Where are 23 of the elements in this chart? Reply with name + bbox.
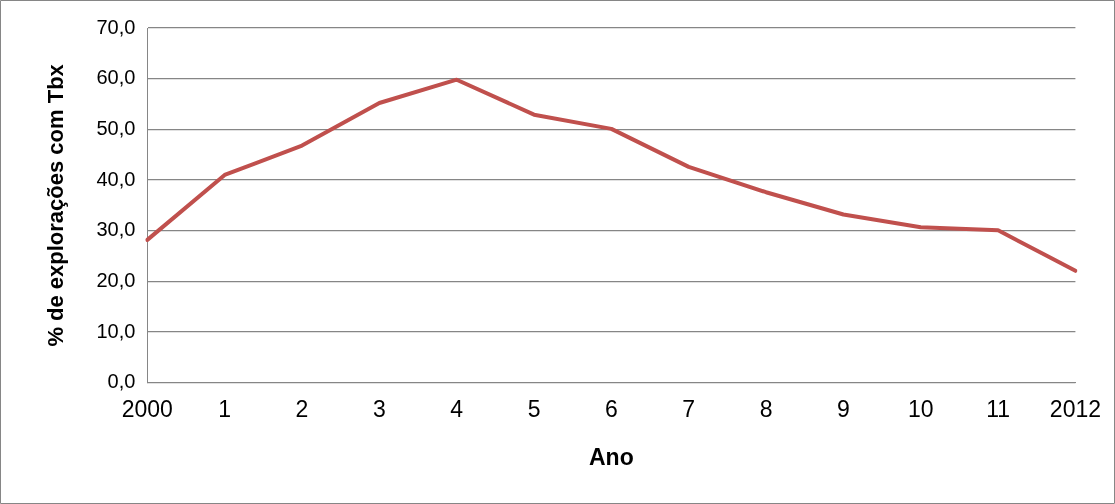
x-tick-label: 2 bbox=[295, 395, 309, 422]
y-tick-label: 50,0 bbox=[96, 116, 136, 139]
y-tick-label: 70,0 bbox=[96, 15, 136, 38]
y-tick-label: 0,0 bbox=[107, 370, 136, 393]
x-tick-label: 8 bbox=[759, 395, 773, 422]
y-tick-label: 60,0 bbox=[96, 66, 136, 89]
y-tick-label: 20,0 bbox=[96, 268, 136, 291]
x-tick-label: 9 bbox=[837, 395, 850, 422]
x-axis-title: Ano bbox=[589, 443, 634, 470]
x-tick-label: 5 bbox=[527, 395, 541, 422]
y-tick-label: 10,0 bbox=[96, 319, 136, 342]
x-tick-label: 3 bbox=[372, 395, 386, 422]
y-tick-label: 30,0 bbox=[96, 218, 136, 241]
x-tick-label: 7 bbox=[682, 395, 696, 422]
x-tick-label: 6 bbox=[604, 395, 618, 422]
x-tick-label: 10 bbox=[907, 395, 934, 422]
y-axis-title: % de explorações com Tbx bbox=[43, 63, 69, 347]
x-tick-label: 2000 bbox=[121, 395, 173, 422]
x-tick-label: 11 bbox=[986, 395, 1011, 422]
x-tick-label: 1 bbox=[218, 395, 232, 422]
x-tick-label: 4 bbox=[450, 395, 464, 422]
y-tick-label: 40,0 bbox=[96, 167, 136, 190]
x-tick-label: 2012 bbox=[1049, 395, 1101, 422]
